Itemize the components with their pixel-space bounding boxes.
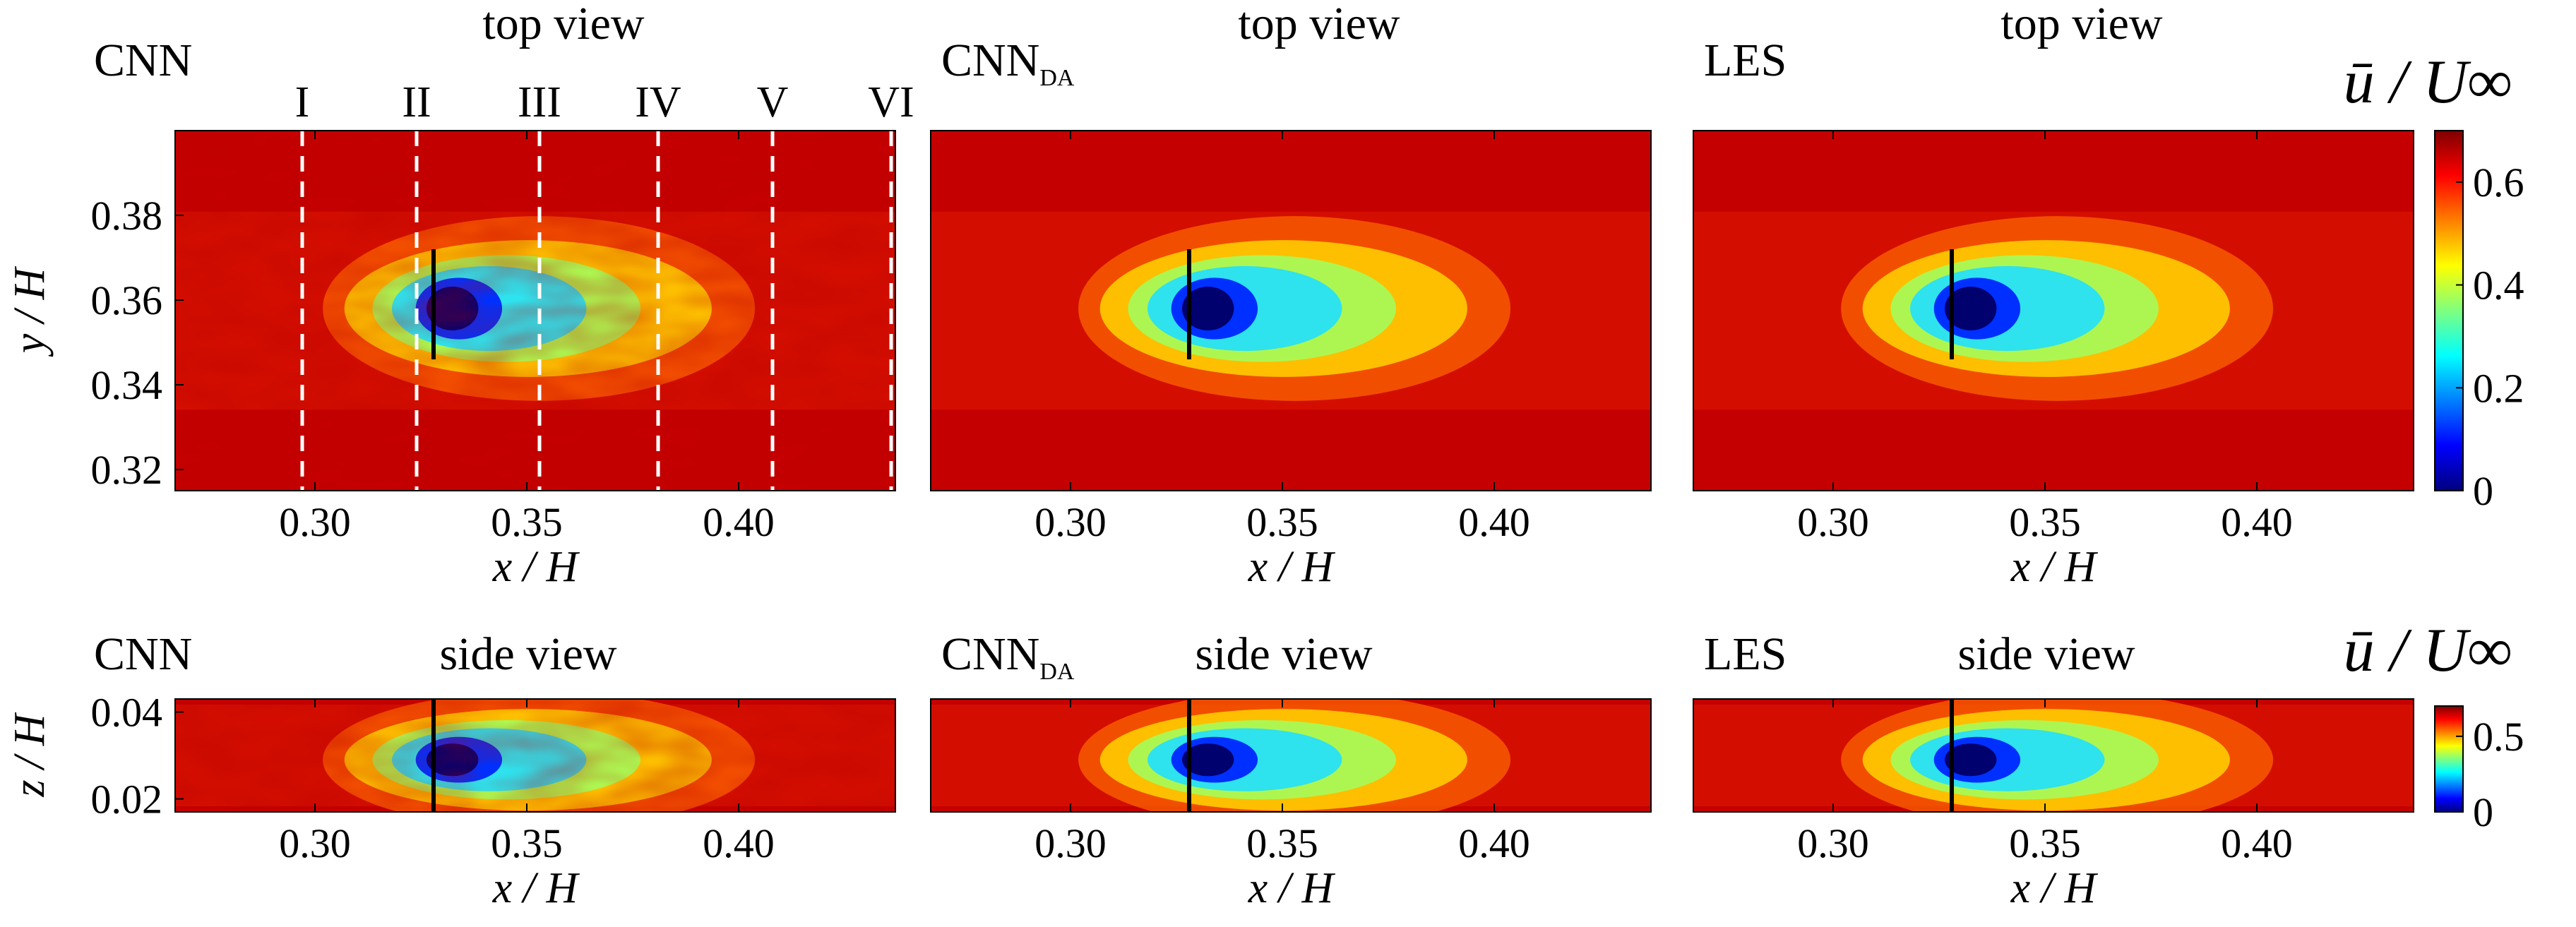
method-name: CNN bbox=[941, 35, 1039, 86]
method-subscript: DA bbox=[1039, 659, 1075, 685]
x-axis-label: x / H bbox=[1248, 543, 1336, 591]
x-tick-label: 0.35 bbox=[1246, 499, 1318, 545]
section-label-III: III bbox=[518, 78, 561, 126]
method-name: CNN bbox=[941, 628, 1039, 680]
x-tick-label: 0.40 bbox=[703, 820, 775, 866]
colorbar-tick-label: 0.4 bbox=[2473, 263, 2524, 309]
view-title: top view bbox=[482, 0, 644, 49]
x-axis-label: x / H bbox=[2010, 864, 2099, 912]
method-label: CNNDA bbox=[941, 35, 1075, 91]
heatmap-cnnda-top-view: 0.30 0.35 0.40 x / H CNNDA top view bbox=[930, 0, 1652, 591]
heatmap-cnnda-side-view: 0.30 0.35 0.40 x / H CNNDA side view bbox=[930, 628, 1652, 912]
y-axis-label: y / H bbox=[6, 266, 54, 358]
view-title: top view bbox=[2000, 0, 2162, 49]
y-axis-label: z / H bbox=[6, 712, 54, 797]
plot-frame bbox=[930, 698, 1652, 813]
colorbar-tick-label: 0.2 bbox=[2473, 365, 2524, 411]
plot-frame bbox=[1693, 698, 2414, 813]
method-name: LES bbox=[1704, 628, 1787, 680]
plot-frame bbox=[174, 130, 896, 491]
y-tick-label: 0.02 bbox=[91, 777, 163, 823]
section-label-VI: VI bbox=[868, 78, 914, 126]
x-tick-label: 0.30 bbox=[1034, 820, 1107, 866]
method-label: CNNDA bbox=[941, 628, 1075, 685]
y-tick-label: 0.38 bbox=[91, 193, 163, 239]
x-tick-label: 0.35 bbox=[491, 499, 563, 545]
colorbar-label: ū / U∞ bbox=[2344, 616, 2512, 685]
x-tick-label: 0.40 bbox=[2221, 820, 2293, 866]
colorbar-tick-label: 0 bbox=[2473, 789, 2493, 835]
x-tick-label: 0.30 bbox=[279, 499, 351, 545]
plot-frame bbox=[174, 698, 896, 813]
view-title: top view bbox=[1238, 0, 1400, 49]
y-tick-label: 0.04 bbox=[91, 689, 163, 735]
view-title: side view bbox=[1957, 628, 2135, 680]
heatmap-cnn-top-view: I II III IV V VI0.30 0.35 0.40x / H0.320.340.36… bbox=[6, 0, 914, 591]
method-label: CNN bbox=[94, 628, 192, 680]
x-tick-label: 0.40 bbox=[1458, 820, 1530, 866]
view-title: side view bbox=[439, 628, 616, 680]
x-tick-label: 0.30 bbox=[1034, 499, 1107, 545]
x-tick-label: 0.40 bbox=[703, 499, 775, 545]
method-label: LES bbox=[1704, 628, 1787, 680]
plot-frame bbox=[930, 130, 1652, 491]
colorbar-tick-label: 0.6 bbox=[2473, 160, 2524, 205]
section-label-IV: IV bbox=[635, 78, 681, 126]
y-tick-label: 0.34 bbox=[91, 362, 163, 408]
wake-core bbox=[1181, 743, 1234, 777]
method-subscript: DA bbox=[1039, 65, 1075, 91]
method-name: CNN bbox=[94, 35, 192, 86]
section-label-V: V bbox=[757, 78, 789, 126]
x-tick-label: 0.35 bbox=[2009, 820, 2081, 866]
heatmap-les-top-view: 0.30 0.35 0.40 x / H LES top view bbox=[1693, 0, 2414, 591]
method-name: CNN bbox=[94, 628, 192, 680]
noise-overlay bbox=[175, 131, 895, 491]
heatmap-cnn-side-view: 0.30 0.35 0.40 x / H 0.02 0.04 z / H CNN side vi… bbox=[6, 628, 896, 912]
view-title: side view bbox=[1195, 628, 1372, 680]
section-label-I: I bbox=[295, 78, 310, 126]
method-name: LES bbox=[1704, 35, 1787, 86]
wake-core bbox=[1181, 286, 1234, 331]
x-tick-label: 0.40 bbox=[2221, 499, 2293, 545]
x-axis-label: x / H bbox=[1248, 864, 1336, 912]
colorbar-tick-label: 0 bbox=[2473, 468, 2493, 514]
colorbar-label: ū / U∞ bbox=[2344, 48, 2512, 116]
noise-overlay bbox=[175, 699, 895, 812]
x-tick-label: 0.40 bbox=[1458, 499, 1530, 545]
method-label: CNN bbox=[94, 35, 192, 86]
heatmap-les-side-view: 0.30 0.35 0.40 x / H LES side view bbox=[1693, 628, 2414, 912]
y-tick-label: 0.32 bbox=[91, 447, 163, 493]
y-tick-label: 0.36 bbox=[91, 277, 163, 323]
section-label-II: II bbox=[402, 78, 431, 126]
x-tick-label: 0.30 bbox=[1797, 820, 1869, 866]
colorbar-top: 0 0.2 0.4 0.6 ū / U∞ bbox=[2344, 48, 2524, 514]
x-tick-label: 0.35 bbox=[491, 820, 563, 866]
x-tick-label: 0.35 bbox=[2009, 499, 2081, 545]
colorbar-gradient bbox=[2434, 705, 2464, 813]
colorbar-gradient bbox=[2434, 130, 2464, 491]
x-tick-label: 0.30 bbox=[1797, 499, 1869, 545]
colorbar-side: 0 0.5 ū / U∞ bbox=[2344, 616, 2524, 835]
x-tick-label: 0.30 bbox=[279, 820, 351, 866]
x-tick-label: 0.35 bbox=[1246, 820, 1318, 866]
plot-frame bbox=[1693, 130, 2414, 491]
x-axis-label: x / H bbox=[492, 543, 580, 591]
wake-core bbox=[1944, 743, 1997, 777]
colorbar-tick-label: 0.5 bbox=[2473, 714, 2524, 760]
method-label: LES bbox=[1704, 35, 1787, 86]
wake-core bbox=[1944, 286, 1997, 331]
x-axis-label: x / H bbox=[2010, 543, 2099, 591]
x-axis-label: x / H bbox=[492, 864, 580, 912]
